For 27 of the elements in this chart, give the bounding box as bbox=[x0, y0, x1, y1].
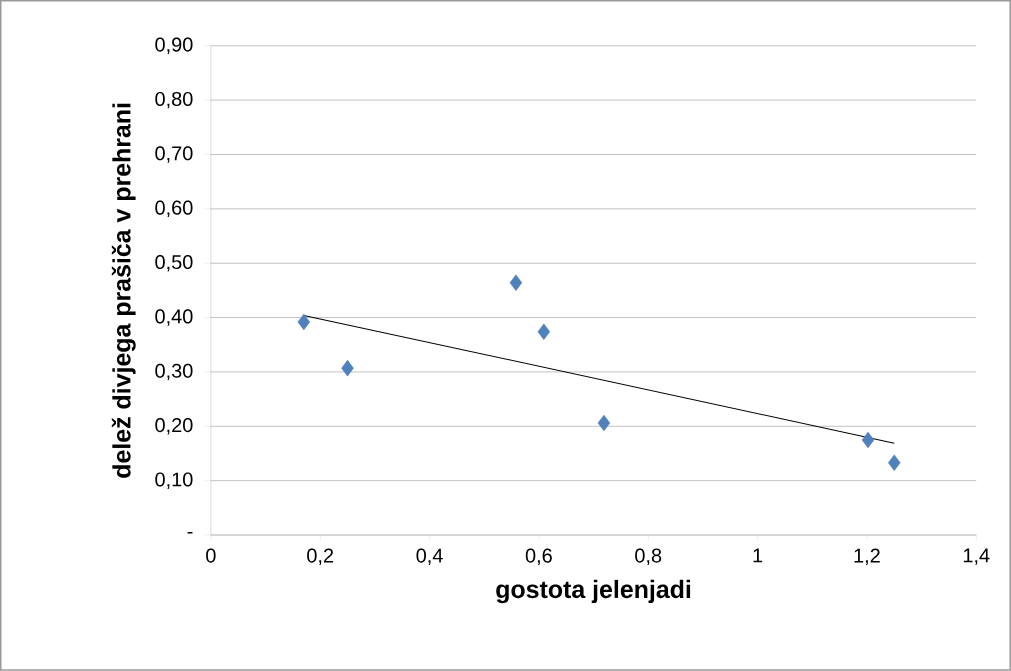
y-tick-label: 0,40 bbox=[155, 309, 193, 326]
x-tick-label: 0,6 bbox=[525, 548, 552, 566]
x-tick-label: 0 bbox=[206, 548, 216, 563]
x-tick-label: 1 bbox=[753, 548, 763, 563]
y-tick-label: 0,20 bbox=[155, 418, 193, 435]
x-tick-label: 0,2 bbox=[307, 548, 334, 566]
point bbox=[861, 431, 875, 449]
x-tick-label: 0,8 bbox=[635, 548, 662, 566]
x-tick-label: 1,2 bbox=[854, 548, 880, 566]
x-tick-label: 1,4 bbox=[963, 548, 990, 565]
point bbox=[537, 323, 550, 340]
point bbox=[509, 274, 523, 292]
y-tick-label: - bbox=[187, 532, 193, 534]
point bbox=[341, 360, 354, 377]
y-tick-label: 0,80 bbox=[155, 91, 193, 109]
y-tick-label: 0,10 bbox=[155, 472, 193, 489]
y-tick-label: 0,50 bbox=[155, 255, 193, 272]
y-tick-label: 0,60 bbox=[155, 200, 193, 218]
x-axis-title: gostota jelenjadi bbox=[496, 579, 691, 604]
y-tick-label: 0,90 bbox=[155, 37, 193, 55]
point bbox=[597, 414, 611, 432]
y-axis-title: delež divjega prašiča v prehrani bbox=[111, 103, 136, 478]
point bbox=[297, 313, 310, 331]
y-tick-label: 0,70 bbox=[155, 146, 193, 163]
x-tick-label: 0,4 bbox=[416, 548, 443, 566]
y-tick-label: 0,30 bbox=[155, 363, 193, 381]
point bbox=[888, 454, 901, 471]
